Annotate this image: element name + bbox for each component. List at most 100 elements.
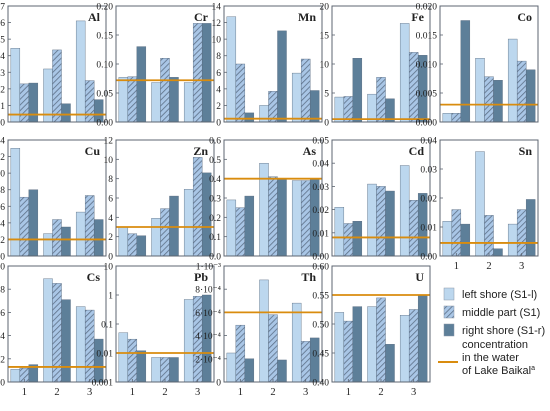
y-tick-label: 12	[104, 137, 114, 147]
y-tick-label: 1·10⁻³	[196, 263, 221, 273]
y-tick-label: 0.60	[312, 263, 329, 273]
bar-left-3	[75, 306, 86, 383]
bar-middle-2	[160, 208, 170, 257]
bar-left-2	[475, 151, 485, 257]
y-tick-label: 12	[212, 19, 222, 29]
bar-left-1	[442, 113, 453, 123]
bar-middle-1	[343, 96, 354, 123]
bar-left-1	[10, 369, 21, 383]
bar-right-1	[136, 46, 147, 123]
element-label: Cd	[409, 144, 425, 158]
y-tick-label: 0.50	[312, 321, 329, 331]
y-tick-label: 0.02	[420, 195, 437, 205]
panel-sn: 0.00 0.01 0.02 0.03 0.04 Sn 1 2 3	[420, 137, 539, 272]
bar-left-3	[507, 38, 518, 123]
plot-frame	[331, 5, 431, 123]
bar-middle-2	[160, 58, 170, 123]
bar-right-2	[169, 195, 179, 257]
bar-right-3	[525, 69, 536, 123]
bar-middle-1	[19, 196, 30, 257]
plot-frame	[115, 139, 215, 257]
element-label: Zn	[193, 144, 208, 158]
x-tick-label: 3	[519, 261, 524, 272]
y-tick-label: 6	[0, 19, 5, 29]
bar-left-2	[151, 357, 161, 383]
panel-zn: 0 2 4 6 8 10 12 Zn	[104, 137, 215, 263]
element-label: Mn	[298, 10, 316, 24]
bar-middle-2	[484, 76, 494, 123]
y-tick-label: 0.1	[101, 321, 113, 331]
plot-frame	[7, 139, 107, 257]
y-tick-label: 0.008	[0, 286, 5, 296]
y-tick-label: 0.020	[416, 3, 438, 13]
bar-right-1	[244, 112, 255, 123]
y-tick-label: 1.4	[0, 137, 5, 147]
y-tick-label: 0.02	[312, 206, 329, 216]
bar-left-3	[291, 72, 302, 123]
legend-baikal-line2: in the water	[462, 352, 519, 364]
element-label: Fe	[411, 10, 424, 24]
y-tick-label: 0.8	[0, 186, 5, 196]
bar-middle-3	[408, 200, 419, 257]
y-tick-label: 0	[0, 119, 5, 129]
panel-cr: 0.00 0.05 0.10 0.15 0.20 Cr	[96, 3, 215, 129]
bar-middle-3	[84, 80, 95, 123]
bar-middle-1	[127, 233, 138, 257]
x-tick-label: 3	[195, 387, 200, 398]
y-tick-label: 1.0	[0, 170, 5, 180]
y-tick-label: 2·10⁻⁴	[195, 355, 221, 365]
y-tick-label: 7	[0, 3, 5, 13]
x-tick-label: 2	[270, 387, 275, 398]
bar-left-1	[118, 332, 129, 383]
element-label: Al	[88, 10, 101, 24]
element-label: Sn	[519, 144, 533, 158]
x-tick-label: 3	[87, 387, 92, 398]
bar-middle-2	[52, 219, 62, 257]
y-tick-label: 1	[108, 292, 113, 302]
y-tick-label: 6	[216, 69, 221, 79]
y-tick-label: 0.005	[416, 90, 438, 100]
y-tick-label: 0.5	[209, 156, 221, 166]
bar-middle-2	[52, 49, 62, 123]
bar-left-3	[399, 23, 410, 123]
bar-right-1	[460, 223, 471, 257]
y-tick-label: 1.2	[0, 153, 5, 163]
y-tick-label: 0	[324, 119, 329, 129]
bar-left-2	[259, 279, 269, 383]
bar-middle-3	[84, 195, 95, 257]
bar-middle-2	[376, 186, 386, 257]
y-tick-label: 0.03	[420, 166, 437, 176]
y-tick-label: 14	[212, 3, 222, 13]
legend: left shore (S1-l) middle part (S1) right…	[438, 287, 545, 377]
element-label: Co	[517, 10, 532, 24]
y-tick-label: 0.4	[0, 219, 5, 229]
bar-right-3	[201, 23, 212, 123]
bar-middle-1	[127, 338, 138, 383]
y-tick-label: 0.00	[312, 253, 329, 263]
y-tick-label: 0.6	[209, 137, 221, 147]
x-tick-label: 3	[411, 387, 416, 398]
bar-right-1	[244, 195, 255, 257]
bar-right-3	[309, 337, 320, 383]
legend-swatch-right	[443, 323, 455, 337]
y-tick-label: 0.0	[0, 253, 5, 263]
panel-u: 0.40 0.45 0.50 0.55 0.60 U 1 2 3	[312, 263, 431, 398]
y-tick-label: 0.2	[209, 214, 221, 224]
y-tick-label: 10	[212, 36, 222, 46]
element-label: As	[303, 144, 317, 158]
bar-left-3	[291, 302, 302, 383]
bar-right-3	[93, 338, 104, 383]
bar-middle-1	[235, 324, 246, 383]
bar-left-2	[151, 218, 161, 257]
bar-left-3	[399, 165, 410, 257]
x-tick-label: 2	[378, 387, 383, 398]
bar-right-2	[385, 190, 395, 257]
panel-co: 0.000 0.005 0.010 0.015 0.020 Co	[416, 3, 539, 129]
y-tick-label: 2	[216, 102, 221, 112]
bar-right-1	[460, 20, 471, 123]
bar-right-2	[169, 357, 179, 383]
bar-right-2	[277, 178, 287, 257]
bar-left-2	[259, 162, 269, 257]
